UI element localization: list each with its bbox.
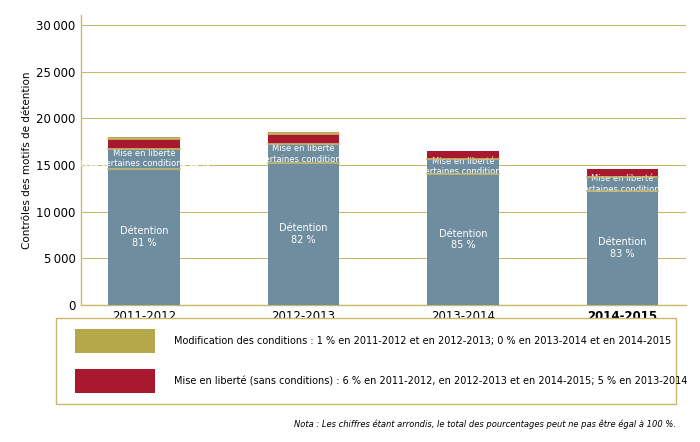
Bar xyxy=(267,163,339,305)
FancyBboxPatch shape xyxy=(56,318,676,404)
Text: Mise en liberté
sous certaines conditions 11 %: Mise en liberté sous certaines condition… xyxy=(238,144,369,164)
Bar xyxy=(267,144,339,163)
Y-axis label: Contrôles des motifs de détention: Contrôles des motifs de détention xyxy=(22,72,32,249)
Bar xyxy=(427,174,499,305)
Text: Mise en liberté
sous certaines conditions 12 %: Mise en liberté sous certaines condition… xyxy=(78,149,209,168)
Bar xyxy=(587,177,659,191)
Bar xyxy=(427,151,499,159)
Text: Détention
83 %: Détention 83 % xyxy=(598,237,647,259)
Bar xyxy=(587,191,659,305)
Text: Mise en liberté (sans conditions) : 6 % en 2011-2012, en 2012-2013 et en 2014-20: Mise en liberté (sans conditions) : 6 % … xyxy=(174,377,687,387)
Bar xyxy=(267,134,339,144)
Text: Modification des conditions : 1 % en 2011-2012 et en 2012-2013; 0 % en 2013-2014: Modification des conditions : 1 % en 201… xyxy=(174,336,671,346)
Bar xyxy=(427,159,499,174)
Bar xyxy=(108,149,180,169)
Text: Nota : Les chiffres étant arrondis, le total des pourcentages peut ne pas être é: Nota : Les chiffres étant arrondis, le t… xyxy=(293,419,676,429)
Text: Détention
81 %: Détention 81 % xyxy=(120,226,168,248)
Bar xyxy=(267,132,339,134)
Text: Mise en liberté
sous certaines conditions 10 %: Mise en liberté sous certaines condition… xyxy=(557,175,688,194)
FancyBboxPatch shape xyxy=(75,328,155,353)
Bar xyxy=(108,138,180,149)
FancyBboxPatch shape xyxy=(75,369,155,393)
Bar xyxy=(587,169,659,177)
Bar xyxy=(108,169,180,305)
Bar xyxy=(108,137,180,138)
Text: Détention
82 %: Détention 82 % xyxy=(279,223,328,245)
Text: Mise en liberté
sous certaines conditions 10 %: Mise en liberté sous certaines condition… xyxy=(398,156,528,176)
Text: Détention
85 %: Détention 85 % xyxy=(439,229,487,250)
